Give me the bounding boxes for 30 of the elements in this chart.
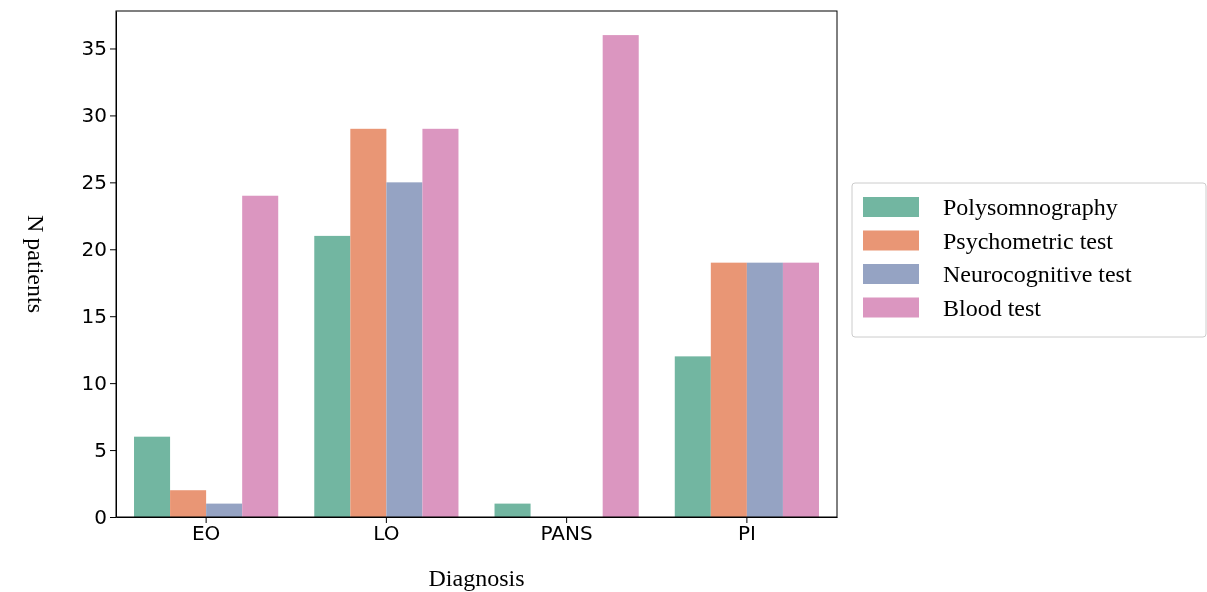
legend-label: Polysomnography [943,194,1118,220]
y-tick-label: 30 [81,103,107,128]
y-tick-label: 0 [94,504,107,529]
bar [710,262,747,517]
y-axis-title: N patients [23,215,49,313]
bar [350,128,387,517]
y-tick-label: 20 [81,237,107,262]
bar [422,128,459,517]
x-tick-label: PANS [540,521,593,546]
x-tick-label: LO [373,521,400,546]
bar [134,436,171,517]
bar [602,35,639,517]
y-tick-label: 10 [81,371,107,396]
x-axis-title: Diagnosis [428,565,525,591]
bar [170,490,207,517]
y-tick-label: 5 [94,437,107,462]
y-tick-label: 35 [81,36,107,61]
x-tick-label: PI [737,521,756,546]
bar [674,356,711,517]
legend-label: Psychometric test [943,227,1114,254]
bar [242,195,279,517]
bar [746,262,783,517]
y-tick-label: 15 [81,304,107,329]
bar [314,235,351,517]
x-tick-label: EO [191,521,221,546]
y-tick-label: 25 [81,170,107,195]
bar [782,262,819,517]
legend-label: Neurocognitive test [943,261,1132,287]
legend-label: Blood test [943,294,1042,321]
bar [386,182,423,517]
